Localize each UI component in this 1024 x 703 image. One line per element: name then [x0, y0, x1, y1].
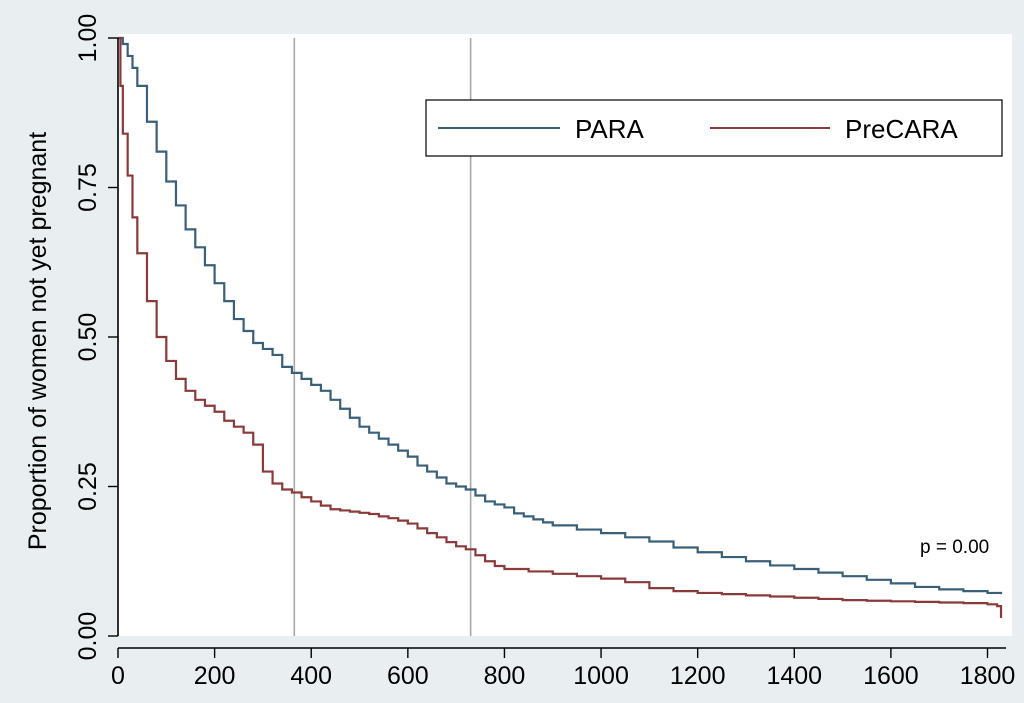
x-tick-label: 200: [194, 662, 236, 690]
x-tick-label: 1200: [670, 662, 726, 690]
y-tick-label: 1.00: [74, 14, 102, 63]
x-tick-label: 1400: [766, 662, 822, 690]
x-tick-label: 0: [111, 662, 125, 690]
x-tick-label: 800: [484, 662, 526, 690]
x-tick-label: 1000: [573, 662, 629, 690]
x-tick-label: 600: [387, 662, 429, 690]
series-layer: [118, 36, 1003, 619]
legend-label-para: PARA: [575, 114, 645, 144]
p-value-annotation: p = 0.00: [920, 537, 989, 558]
series-line-para: [118, 36, 1003, 595]
y-tick-label: 0.25: [74, 462, 102, 511]
y-tick-label: 0.50: [74, 313, 102, 362]
y-tick-label: 0.00: [74, 612, 102, 661]
legend: PARA PreCARA: [425, 99, 1003, 157]
y-axis-title: Proportion of women not yet pregnant: [24, 132, 52, 550]
x-tick-label: 400: [290, 662, 332, 690]
y-tick-label: 0.75: [74, 163, 102, 212]
x-tick-label: 1800: [960, 662, 1016, 690]
x-tick-label: 1600: [863, 662, 919, 690]
x-ticks: 0 200 400 600 800 1000 1200 1400 1600 1800: [111, 648, 1015, 690]
legend-label-precara: PreCARA: [845, 114, 958, 144]
series-line-precara: [118, 36, 1003, 619]
y-ticks: 0.00 0.25 0.50 0.75 1.00: [74, 14, 118, 661]
